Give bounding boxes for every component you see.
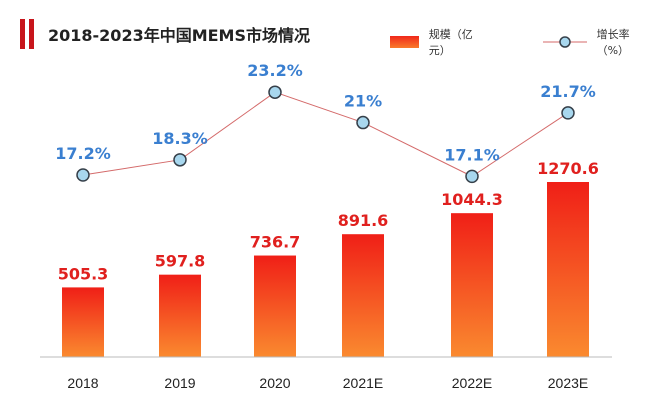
x-tick-label: 2021E [343,375,383,391]
growth-rate-label: 21.7% [540,82,596,101]
x-tick-label: 2023E [548,375,588,391]
legend-bar-label: 规模（亿元） [428,28,473,57]
bar-value-label: 597.8 [155,252,206,271]
legend-line-label: 增长率（%） [596,28,630,57]
bar-value-label: 505.3 [58,264,109,283]
growth-rate-line [82,91,569,177]
bar-2020 [254,255,296,357]
growth-rate-label: 17.2% [55,144,111,163]
growth-rate-label: 23.2% [247,61,303,80]
bar-value-label: 891.6 [338,211,389,230]
growth-rate-label: 21% [344,92,382,111]
chart-title: 2018-2023年中国MEMS市场情况 [48,26,311,45]
growth-rate-label: 17.1% [444,145,500,164]
growth-rate-marker [465,169,479,184]
bar-value-label: 736.7 [250,233,301,252]
growth-rate-marker [356,115,370,130]
title-accent-bar [29,19,34,49]
chart-title-block: 2018-2023年中国MEMS市场情况 [20,16,310,52]
bar-2018 [62,287,104,357]
bar-2022E [451,213,493,357]
x-tick-label: 2022E [452,375,492,391]
bar-value-label: 1044.3 [441,190,503,209]
growth-rate-marker [76,168,90,182]
growth-rate-marker [561,106,575,120]
chart-legend: 规模（亿元） 增长率（%） [390,26,652,58]
title-accent-bar [20,19,25,49]
bar-2021E [342,234,384,357]
legend-bar-swatch [390,36,419,48]
bar-2019 [159,274,201,357]
x-tick-label: 2020 [259,375,290,391]
title-accent-bars [20,19,34,49]
growth-rate-marker [268,85,282,99]
x-tick-label: 2018 [67,375,98,391]
legend-line-swatch [542,35,587,49]
growth-rate-marker [173,153,187,167]
x-tick-label: 2019 [164,375,195,391]
bar-2023E [547,182,589,357]
bar-value-label: 1270.6 [537,159,599,178]
growth-rate-label: 18.3% [152,129,208,148]
